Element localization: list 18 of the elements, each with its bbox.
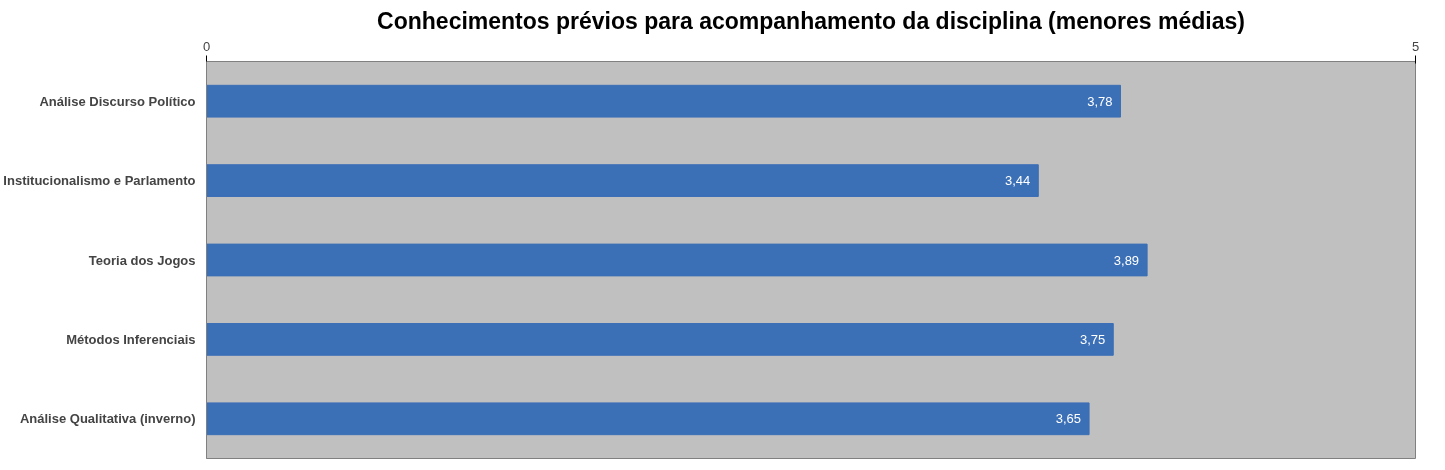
bar [206,323,1114,356]
bar [206,84,1121,118]
data-label: 3,65 [1055,411,1082,427]
data-label: 3,44 [1004,173,1031,189]
y-tick-label: Análise Qualitativa (inverno) [19,411,196,427]
bar [206,164,1039,197]
y-tick-label: Métodos Inferenciais [66,331,196,347]
x-tick-label: 5 [1411,38,1420,54]
bar [206,402,1090,436]
data-label: 3,89 [1113,252,1140,268]
y-tick-label: Teoria dos Jogos [88,252,196,268]
x-tick-label: 0 [202,38,211,54]
y-tick-label: Institucionalismo e Parlamento [3,173,196,189]
data-label: 3,75 [1079,331,1106,347]
y-tick-label: Análise Discurso Político [39,93,196,109]
bar [206,243,1148,277]
data-label: 3,78 [1087,93,1113,109]
chart-title: Conhecimentos prévios para acompanhamento da disciplina (menores médias) [377,7,1245,34]
